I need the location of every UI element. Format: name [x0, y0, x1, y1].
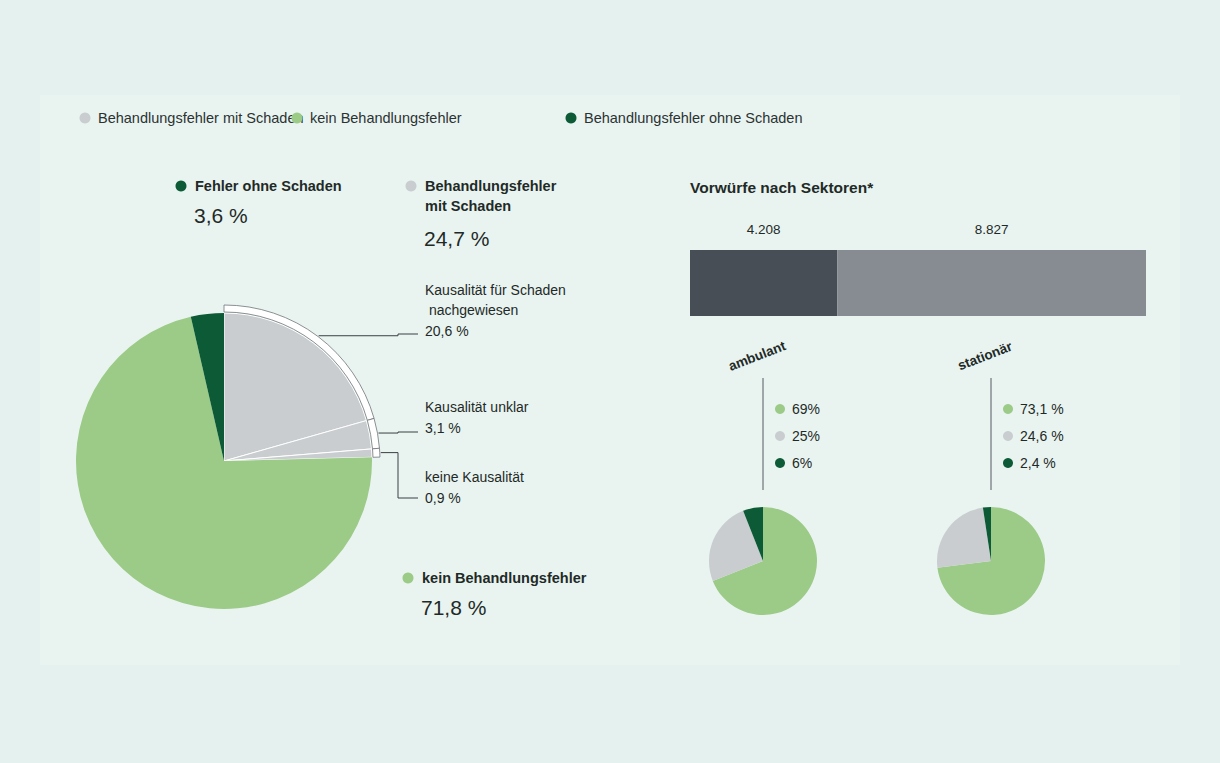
svg-text:Kausalität unklar: Kausalität unklar: [425, 399, 529, 415]
svg-text:69%: 69%: [792, 401, 820, 417]
svg-text:keine Kausalität: keine Kausalität: [425, 469, 524, 485]
svg-text:0,9 %: 0,9 %: [425, 490, 461, 506]
svg-text:20,6 %: 20,6 %: [425, 323, 469, 339]
svg-text:73,1 %: 73,1 %: [1020, 401, 1064, 417]
svg-text:kein Behandlungsfehler: kein Behandlungsfehler: [310, 110, 462, 126]
svg-text:Behandlungsfehler: Behandlungsfehler: [425, 178, 560, 194]
svg-text:kein Behandlungsfehler: kein Behandlungsfehler: [422, 570, 587, 586]
svg-text:24,6 %: 24,6 %: [1020, 428, 1064, 444]
svg-text:ambulant: ambulant: [726, 338, 788, 374]
svg-text:Vorwürfe nach Sektoren*: Vorwürfe nach Sektoren*: [690, 179, 874, 196]
svg-text:24,7 %: 24,7 %: [424, 227, 489, 250]
svg-text:6%: 6%: [792, 455, 812, 471]
svg-text:Behandlungsfehler ohne Schaden: Behandlungsfehler ohne Schaden: [584, 110, 802, 126]
svg-text:25%: 25%: [792, 428, 820, 444]
svg-text:Fehler ohne Schaden: Fehler ohne Schaden: [195, 178, 342, 194]
svg-text:71,8 %: 71,8 %: [421, 596, 486, 619]
svg-text:8.827: 8.827: [975, 222, 1009, 237]
svg-text:mit Schaden: mit Schaden: [425, 198, 511, 214]
svg-text:Kausalität für Schaden: Kausalität für Schaden: [425, 282, 566, 298]
svg-text:Behandlungsfehler mit Schaden: Behandlungsfehler mit Schaden: [98, 110, 304, 126]
svg-text:stationär: stationär: [956, 338, 1015, 373]
svg-text:nachgewiesen: nachgewiesen: [425, 302, 518, 318]
svg-text:3,1 %: 3,1 %: [425, 420, 461, 436]
svg-text:4.208: 4.208: [747, 222, 781, 237]
svg-text:2,4 %: 2,4 %: [1020, 455, 1056, 471]
svg-text:3,6 %: 3,6 %: [194, 204, 248, 227]
